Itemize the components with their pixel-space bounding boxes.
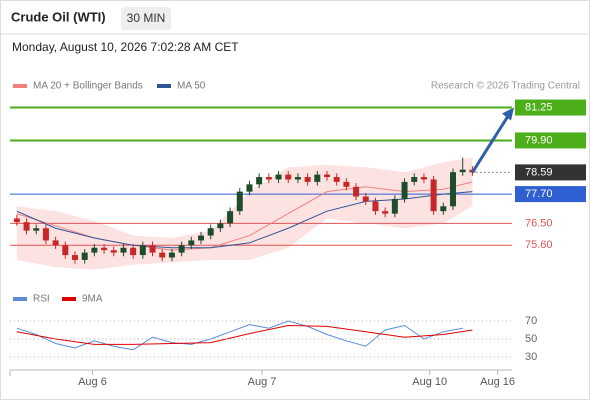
rsi-tick-label: 70 — [525, 315, 537, 327]
candle-body — [110, 250, 117, 253]
candle-body — [23, 222, 30, 231]
candle-body — [33, 228, 40, 231]
candle-body — [285, 174, 292, 180]
level-box — [515, 186, 586, 203]
candle-body — [391, 198, 398, 214]
interval-badge[interactable] — [121, 7, 171, 30]
chart-title: Crude Oil (WTI) — [11, 9, 106, 24]
x-tick-label: Aug 6 — [78, 376, 107, 388]
candle-body — [265, 177, 272, 180]
datetime: Monday, August 10, 2026 7:02:28 AM CET — [12, 40, 239, 54]
legend-swatch — [13, 84, 27, 88]
legend-swatch — [157, 84, 171, 88]
candle-body — [294, 177, 301, 180]
candle-body — [42, 228, 49, 241]
candle-body — [198, 235, 204, 241]
level-label: 77.70 — [525, 188, 553, 200]
target-arrow-head — [502, 107, 514, 121]
candle-body — [372, 201, 379, 212]
candle-body — [149, 245, 156, 253]
level-label: 76.50 — [525, 217, 553, 229]
candle-body — [401, 181, 408, 199]
level-label: 79.90 — [525, 134, 553, 146]
candle-body — [382, 211, 389, 214]
rsi-tick-label: 50 — [525, 333, 537, 345]
candle-body — [159, 252, 166, 258]
candle-body — [236, 191, 243, 212]
candle-body — [246, 184, 253, 192]
candle-body — [343, 181, 350, 187]
candle-body — [139, 245, 146, 256]
candle-body — [304, 177, 311, 182]
candle-body — [353, 186, 360, 197]
rsi-line — [16, 324, 473, 345]
candle-body — [333, 177, 340, 182]
candle-body — [130, 247, 137, 256]
interval[interactable]: 30 MIN — [127, 11, 166, 25]
candle-body — [91, 247, 98, 253]
candle-body — [275, 174, 282, 180]
candle-body — [72, 255, 78, 260]
credit: Research © 2026 Trading Central — [431, 81, 580, 92]
candle-body — [207, 228, 214, 236]
candle-body — [314, 174, 321, 182]
legend-label: RSI — [33, 294, 50, 305]
legend-swatch — [62, 297, 76, 301]
candle-body — [362, 196, 369, 202]
level-box — [515, 99, 586, 116]
level-box — [515, 132, 586, 149]
candle-body — [440, 206, 447, 212]
bollinger-band — [16, 157, 473, 270]
x-tick-label: Aug 7 — [248, 376, 277, 388]
target-arrow — [471, 113, 511, 174]
candle-body — [420, 177, 427, 180]
candle-body — [188, 240, 195, 246]
level-label: 78.59 — [525, 166, 553, 178]
candle-body — [459, 169, 466, 173]
candle-body — [217, 223, 224, 229]
candle-body — [450, 172, 456, 207]
candle-body — [81, 252, 88, 260]
legend-label: MA 50 — [177, 81, 206, 92]
legend-label: 9MA — [82, 294, 103, 305]
candle-body — [52, 240, 59, 246]
candle-body — [256, 177, 263, 185]
candle-body — [227, 211, 234, 224]
x-tick-label: Aug 10 — [412, 376, 447, 388]
candle-body — [13, 218, 20, 223]
legend-swatch — [13, 297, 27, 301]
rsi-tick-label: 30 — [525, 351, 537, 363]
rsi-line — [16, 320, 463, 351]
x-tick-label: Aug 16 — [480, 376, 515, 388]
candle-body — [411, 177, 418, 182]
candle-body — [62, 245, 69, 256]
candle-body — [168, 252, 175, 258]
candle-body — [120, 247, 127, 253]
level-label: 75.60 — [525, 239, 553, 251]
candle-body — [324, 174, 330, 178]
candle-body — [430, 179, 437, 212]
legend-label: MA 20 + Bollinger Bands — [33, 81, 143, 92]
level-box — [515, 164, 586, 181]
candle-body — [101, 247, 108, 251]
candle-body — [178, 245, 185, 253]
level-label: 81.25 — [525, 101, 553, 113]
